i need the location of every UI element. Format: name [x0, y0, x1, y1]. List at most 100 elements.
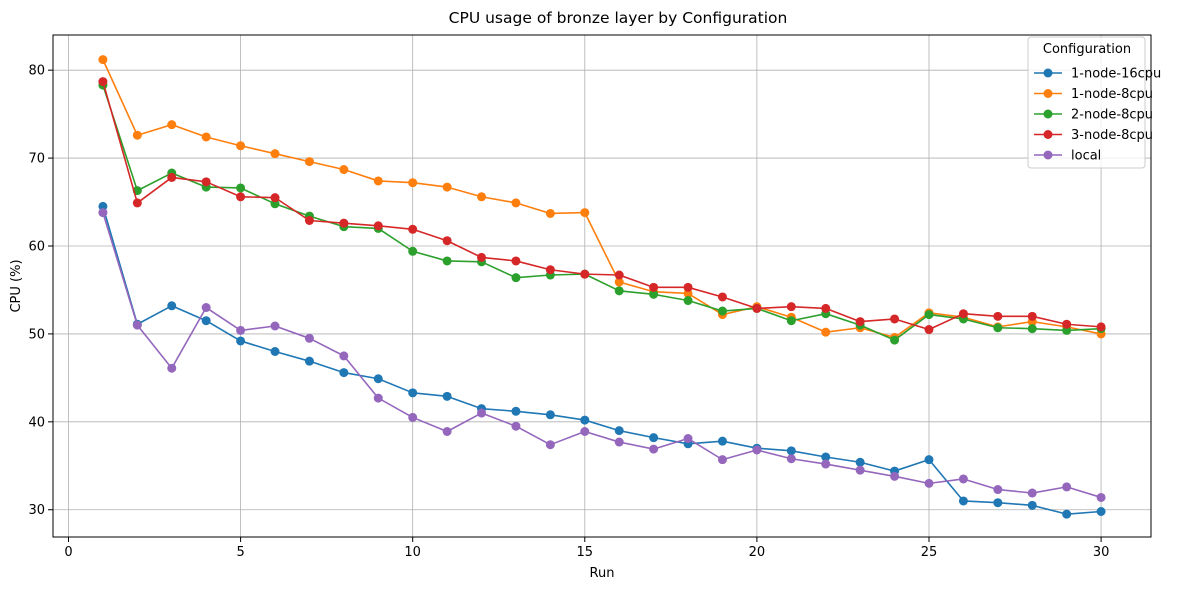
data-point: [270, 321, 280, 331]
data-point: [855, 457, 865, 467]
data-point: [683, 282, 693, 292]
data-point: [167, 172, 177, 182]
data-point: [1062, 509, 1072, 519]
data-point: [201, 316, 211, 326]
data-point: [270, 199, 280, 209]
data-point: [1027, 488, 1037, 498]
data-point: [270, 346, 280, 356]
data-point: [236, 192, 246, 202]
data-point: [993, 311, 1003, 321]
legend-label: 2-node-8cpu: [1071, 108, 1153, 123]
data-point: [408, 224, 418, 234]
data-point: [1062, 325, 1072, 335]
legend-marker: [1043, 68, 1053, 78]
data-point: [821, 327, 831, 337]
legend-entry: 1-node-8cpu: [1034, 87, 1153, 102]
data-point: [890, 471, 900, 481]
data-point: [958, 474, 968, 484]
data-point: [201, 177, 211, 187]
x-tick-label: 15: [577, 545, 594, 560]
data-point: [1062, 482, 1072, 492]
data-point: [580, 269, 590, 279]
y-tick-label: 60: [28, 239, 45, 254]
data-point: [821, 452, 831, 462]
data-point: [1096, 492, 1106, 502]
data-point: [477, 252, 487, 262]
data-point: [236, 183, 246, 193]
series-line: [102, 84, 1102, 341]
data-point: [614, 286, 624, 296]
data-point: [786, 446, 796, 456]
y-axis-label: CPU (%): [9, 259, 24, 312]
data-point: [752, 445, 762, 455]
data-point: [821, 459, 831, 469]
data-point: [373, 176, 383, 186]
data-point: [683, 288, 693, 298]
legend-entry: 3-node-8cpu: [1034, 128, 1153, 143]
plot-frame: [52, 34, 1152, 538]
data-point: [924, 325, 934, 335]
data-point: [821, 303, 831, 313]
grid: [53, 35, 1151, 537]
data-point: [614, 277, 624, 287]
data-point: [924, 310, 934, 320]
data-point: [545, 440, 555, 450]
series-line: [102, 212, 1102, 499]
data-point: [132, 320, 142, 330]
legend-marker: [1043, 109, 1053, 119]
data-point: [752, 303, 762, 313]
data-point: [924, 455, 934, 465]
data-point: [614, 426, 624, 436]
data-point: [786, 454, 796, 464]
data-point: [477, 192, 487, 202]
data-point: [236, 325, 246, 335]
data-point: [958, 496, 968, 506]
data-point: [442, 182, 452, 192]
data-point: [442, 427, 452, 437]
series-2-node-8cpu: [98, 80, 1106, 345]
data-point: [958, 309, 968, 319]
x-tick-label: 0: [64, 545, 72, 560]
data-point: [236, 336, 246, 346]
legend: Configuration 1-node-16cpu 1-node-8cpu 2-n…: [1027, 36, 1161, 169]
data-point: [236, 141, 246, 151]
data-point: [408, 388, 418, 398]
series-3-node-8cpu: [98, 77, 1106, 335]
series-line: [102, 81, 1102, 331]
data-point: [614, 437, 624, 447]
data-point: [442, 391, 452, 401]
data-point: [339, 351, 349, 361]
data-point: [649, 444, 659, 454]
data-point: [545, 265, 555, 275]
data-point: [201, 132, 211, 142]
data-point: [683, 296, 693, 306]
legend-items: 1-node-16cpu 1-node-8cpu 2-node-8cpu 3-node…: [1034, 67, 1161, 164]
data-point: [855, 317, 865, 327]
data-point: [98, 201, 108, 211]
y-tick-label: 30: [28, 503, 45, 518]
data-point: [408, 246, 418, 256]
data-point: [924, 478, 934, 488]
x-tick-label: 10: [404, 545, 421, 560]
data-point: [545, 410, 555, 420]
x-axis-label: Run: [590, 566, 615, 581]
data-point: [270, 149, 280, 159]
x-tick-label: 25: [921, 545, 938, 560]
data-point: [373, 221, 383, 231]
data-point: [304, 333, 314, 343]
data-point: [373, 374, 383, 384]
data-point: [511, 421, 521, 431]
series-local: [98, 208, 1106, 502]
data-point: [167, 363, 177, 373]
data-point: [890, 314, 900, 324]
data-point: [649, 289, 659, 299]
data-point: [786, 316, 796, 326]
legend-marker: [1043, 89, 1053, 98]
legend-marker: [1043, 130, 1053, 139]
data-point: [339, 368, 349, 378]
legend-entry: 1-node-16cpu: [1034, 67, 1161, 82]
data-point: [442, 256, 452, 266]
data-point: [477, 408, 487, 418]
data-point: [167, 301, 177, 311]
x-axis-ticks: 0 5 10 15 20 25 30: [64, 537, 1109, 560]
